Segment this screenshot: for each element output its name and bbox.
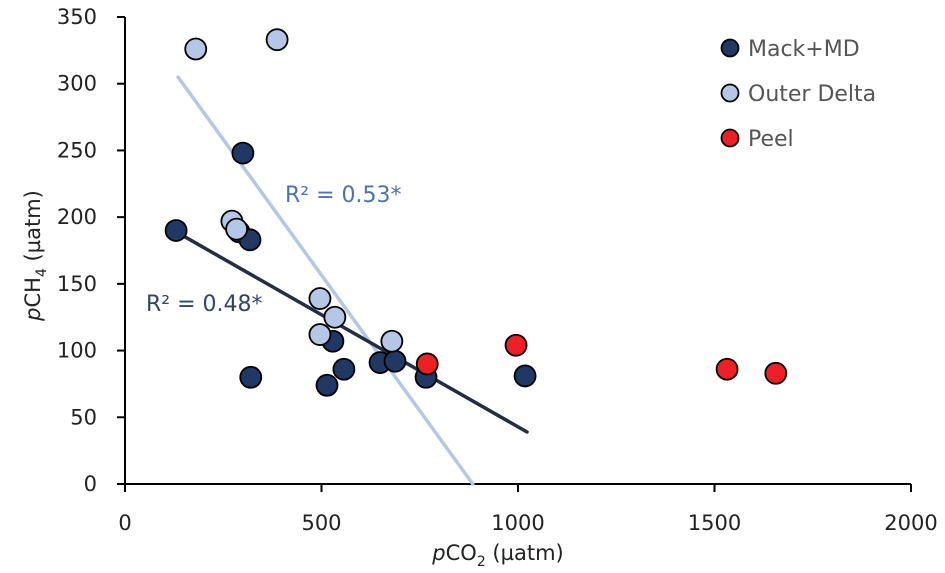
data-points bbox=[164, 28, 788, 397]
x-tick-label: 1500 bbox=[688, 511, 741, 535]
legend-label-outer-delta: Outer Delta bbox=[748, 82, 876, 107]
x-tick-label: 500 bbox=[301, 511, 341, 535]
legend-marker-outer-delta bbox=[720, 83, 740, 103]
point-outer-delta bbox=[265, 28, 289, 52]
point-outer-delta bbox=[308, 323, 332, 346]
point-outer-delta bbox=[380, 329, 404, 353]
y-tick-label: 100 bbox=[57, 339, 97, 363]
point-outer-delta bbox=[184, 37, 208, 61]
point-mack-md bbox=[315, 373, 339, 397]
point-mack-md bbox=[164, 219, 188, 242]
trendline-outer-delta bbox=[176, 75, 475, 486]
point-mack-md bbox=[383, 349, 407, 373]
y-axis-title: pCH4 (µatm) bbox=[21, 190, 50, 322]
y-tick-label: 50 bbox=[70, 405, 97, 429]
point-outer-delta bbox=[323, 305, 347, 329]
r2-labels: R² = 0.48* R² = 0.53* bbox=[146, 183, 402, 317]
point-outer-delta bbox=[225, 217, 249, 241]
y-tick-label: 350 bbox=[57, 5, 97, 29]
point-peel bbox=[504, 333, 528, 357]
y-tick-label: 300 bbox=[57, 72, 97, 96]
legend-label-peel: Peel bbox=[748, 127, 794, 152]
point-peel bbox=[715, 357, 739, 381]
axes: 0 50 100 150 200 250 300 350 0 500 1000 1500 2000 bbox=[57, 5, 938, 535]
y-tick-label: 150 bbox=[57, 272, 97, 296]
point-peel bbox=[415, 352, 439, 376]
x-tick-label: 0 bbox=[118, 511, 131, 535]
legend: Mack+MD Outer Delta Peel bbox=[720, 37, 876, 152]
legend-marker-peel bbox=[720, 128, 740, 148]
point-mack-md bbox=[513, 364, 537, 388]
y-tick-label: 250 bbox=[57, 138, 97, 162]
point-mack-md bbox=[332, 357, 356, 381]
point-mack-md bbox=[231, 141, 255, 165]
trendlines bbox=[174, 75, 529, 486]
trendline-mack-md bbox=[174, 230, 529, 434]
r2-label-mack-md: R² = 0.48* bbox=[146, 292, 263, 317]
x-axis-title: pCO2 (µatm) bbox=[431, 541, 563, 570]
point-mack-md bbox=[239, 365, 263, 389]
point-outer-delta bbox=[308, 287, 332, 310]
legend-label-mack-md: Mack+MD bbox=[748, 37, 860, 62]
y-tick-label: 200 bbox=[57, 205, 97, 229]
y-tick-label: 0 bbox=[84, 472, 97, 496]
x-tick-label: 1000 bbox=[491, 511, 544, 535]
r2-label-outer-delta: R² = 0.53* bbox=[285, 183, 402, 208]
point-peel bbox=[764, 361, 788, 385]
x-tick-label: 2000 bbox=[884, 511, 937, 535]
legend-marker-mack-md bbox=[720, 38, 740, 58]
